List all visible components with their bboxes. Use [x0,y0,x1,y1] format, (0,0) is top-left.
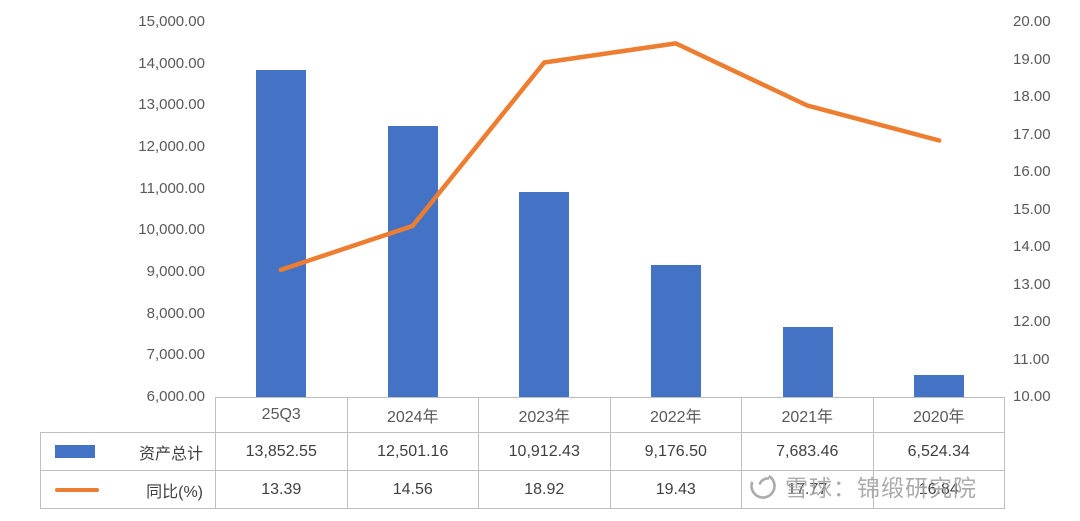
yoy-table-row: 同比(%) 13.39 14.56 18.92 19.43 17.77 16.84 [40,470,1005,509]
left-axis-tick-label: 9,000.00 [146,263,205,280]
category-label: 2020年 [872,398,1005,432]
table-value-cell: 18.92 [478,471,610,508]
asset-bar [914,375,965,397]
assets-legend-cell: 资产总计 [40,433,215,470]
yoy-series-label: 同比(%) [146,483,203,501]
table-value-cell: 16.84 [872,471,1005,508]
left-axis-tick-label: 15,000.00 [138,13,205,30]
right-axis-tick-label: 12.00 [1013,313,1051,330]
yoy-values: 13.39 14.56 18.92 19.43 17.77 16.84 [215,471,1004,508]
right-axis-tick-label: 18.00 [1013,88,1051,105]
yoy-line-swatch-icon [55,487,99,492]
watermark-text: 雪球：锦缎研究院 [785,475,977,501]
category-axis-row: 25Q3 2024年 2023年 2022年 2021年 2020年 [215,397,1005,432]
right-axis-tick-label: 17.00 [1013,125,1051,143]
category-label: 2023年 [478,398,610,432]
table-value-cell: 6,524.34 [872,433,1005,470]
table-value-cell: 13,852.55 [215,433,347,470]
right-axis-tick-label: 19.00 [1013,50,1051,68]
right-axis-tick-label: 15.00 [1013,200,1051,218]
left-axis-tick-label: 8,000.00 [146,304,205,322]
assets-table-row: 资产总计 13,852.55 12,501.16 10,912.43 9,176.50… [40,432,1005,470]
asset-bar [519,192,570,397]
category-label: 2024年 [346,398,479,432]
right-axis-tick-label: 14.00 [1013,238,1051,255]
category-label: 2021年 [741,398,873,432]
left-axis-tick-label: 7,000.00 [146,346,205,364]
left-axis-tick-label: 10,000.00 [138,221,205,239]
table-value-cell: 17.77 [741,471,873,508]
right-axis-tick-label: 20.00 [1013,13,1051,30]
xueqiu-logo-icon [750,473,776,499]
left-axis-tick-label: 6,000.00 [146,388,205,405]
left-axis-tick-label: 14,000.00 [138,54,205,72]
watermark: 雪球：锦缎研究院 [748,468,977,504]
asset-bar [255,69,306,397]
assets-series-label: 资产总计 [138,445,203,463]
right-axis-tick-label: 16.00 [1013,163,1051,180]
table-value-cell: 14.56 [346,471,479,508]
asset-bar [782,326,833,397]
table-value-cell: 9,176.50 [609,433,742,470]
left-axis-tick-label: 11,000.00 [139,179,205,197]
table-value-cell: 7,683.46 [741,433,873,470]
yoy-line [278,41,942,273]
right-axis-tick-label: 10.00 [1013,388,1051,405]
assets-bar-swatch-icon [55,445,95,458]
assets-values: 13,852.55 12,501.16 10,912.43 9,176.50 7,683… [215,433,1004,470]
category-label: 25Q3 [215,398,347,432]
table-value-cell: 13.39 [215,471,347,508]
table-value-cell: 19.43 [609,471,742,508]
left-axis-tick-label: 12,000.00 [138,138,205,155]
yoy-legend-cell: 同比(%) [40,471,215,508]
left-axis-tick-label: 13,000.00 [138,96,205,114]
table-value-cell: 10,912.43 [478,433,610,470]
category-label: 2022年 [609,398,742,432]
asset-bar [650,264,701,397]
asset-bar [387,126,438,397]
right-axis-tick-label: 11.00 [1013,350,1050,368]
right-axis-tick-label: 13.00 [1013,275,1051,293]
table-value-cell: 12,501.16 [346,433,479,470]
